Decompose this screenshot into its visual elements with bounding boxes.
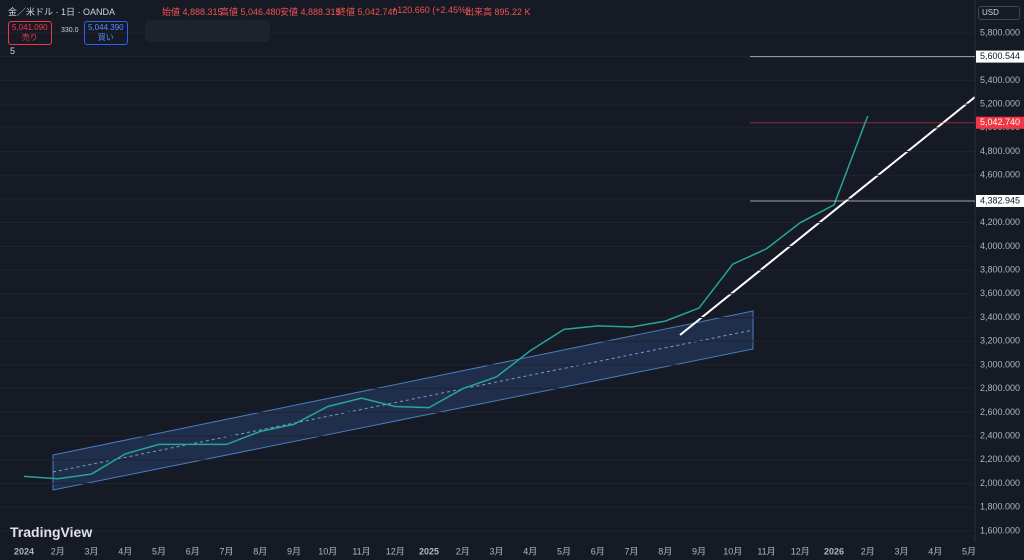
x-tick-label: 9月 [692, 546, 706, 556]
y-tick-label: 5,200.000 [980, 98, 1020, 108]
y-tick-label: 5,400.000 [980, 75, 1020, 85]
level-box [976, 116, 1024, 129]
x-tick-label: 5月 [152, 546, 166, 556]
sell-button[interactable]: 5,041.090 売り [8, 21, 52, 45]
x-tick-label: 7月 [624, 546, 638, 556]
channel-mid [52, 329, 754, 473]
price-line [23, 115, 869, 480]
x-tick-label: 10月 [318, 546, 337, 556]
open: 始値 4,888.315 [162, 7, 223, 17]
level-box [976, 50, 1024, 63]
x-tick-label: 2025 [419, 546, 439, 556]
level-label: 4,382.945 [980, 195, 1020, 205]
x-tick-label: 2月 [456, 546, 470, 556]
y-tick-label: 3,600.000 [980, 288, 1020, 298]
x-tick-label: 5月 [962, 546, 976, 556]
high: 高値 5,046.480 [220, 7, 281, 17]
x-tick-label: 3月 [894, 546, 908, 556]
x-tick-label: 6月 [591, 546, 605, 556]
sell-price: 5,041.090 [12, 23, 48, 32]
y-tick-label: 3,800.000 [980, 264, 1020, 274]
level-label: 5,600.544 [980, 51, 1020, 61]
brand: TradingView [10, 524, 93, 540]
y-tick-label: 2,200.000 [980, 454, 1020, 464]
level-box [976, 194, 1024, 207]
x-tick-label: 8月 [658, 546, 672, 556]
x-tick-label: 11月 [352, 546, 370, 556]
x-tick-label: 2月 [51, 546, 65, 556]
x-tick-label: 4月 [523, 546, 537, 556]
x-tick-label: 4月 [118, 546, 132, 556]
buy-label: 買い [97, 33, 114, 42]
channel [52, 310, 754, 491]
currency[interactable]: USD [978, 6, 1020, 20]
trend-line [679, 96, 976, 336]
sell-label: 売り [21, 33, 38, 42]
y-tick-label: 4,000.000 [980, 241, 1020, 251]
buy-price: 5,044.390 [88, 23, 124, 32]
x-tick-label: 7月 [219, 546, 233, 556]
y-tick-label: 3,200.000 [980, 336, 1020, 346]
y-tick-label: 2,000.000 [980, 478, 1020, 488]
volume: 出来高 895.22 K [465, 7, 531, 17]
x-tick-label: 5月 [557, 546, 571, 556]
level-label: 5,042.740 [980, 117, 1020, 127]
x-tick-label: 3月 [84, 546, 98, 556]
x-tick-label: 12月 [386, 546, 405, 556]
y-tick-label: 2,400.000 [980, 430, 1020, 440]
buy-button[interactable]: 5,044.390 買い [84, 21, 128, 45]
y-tick-label: 4,800.000 [980, 146, 1020, 156]
drawing-toolbar[interactable] [145, 20, 270, 42]
y-tick-label: 2,800.000 [980, 383, 1020, 393]
x-tick-label: 3月 [489, 546, 503, 556]
spread: 330.0 [61, 27, 79, 34]
close: 終値 5,042.740 [337, 7, 398, 17]
change: +120.660 (+2.45%) [392, 5, 470, 15]
x-tick-label: 11月 [757, 546, 775, 556]
low: 安値 4,888.315 [280, 7, 341, 17]
y-tick-label: 5,800.000 [980, 27, 1020, 37]
x-tick-label: 2024 [14, 546, 34, 556]
y-tick-label: 3,400.000 [980, 312, 1020, 322]
y-tick-label: 2,600.000 [980, 407, 1020, 417]
x-tick-label: 10月 [723, 546, 742, 556]
x-tick-label: 2026 [824, 546, 844, 556]
x-tick-label: 12月 [791, 546, 810, 556]
x-tick-label: 2月 [861, 546, 875, 556]
y-tick-label: 4,600.000 [980, 170, 1020, 180]
y-tick-label: 4,200.000 [980, 217, 1020, 227]
symbol: 金／米ドル · 1日 · OANDA [8, 7, 116, 17]
x-tick-label: 6月 [186, 546, 200, 556]
x-tick-label: 8月 [253, 546, 267, 556]
x-tick-label: 9月 [287, 546, 301, 556]
y-tick-label: 3,000.000 [980, 359, 1020, 369]
indicator-count[interactable]: 5 [10, 46, 16, 56]
y-tick-label: 1,800.000 [980, 502, 1020, 512]
y-tick-label: 1,600.000 [980, 525, 1020, 535]
x-tick-label: 4月 [928, 546, 942, 556]
